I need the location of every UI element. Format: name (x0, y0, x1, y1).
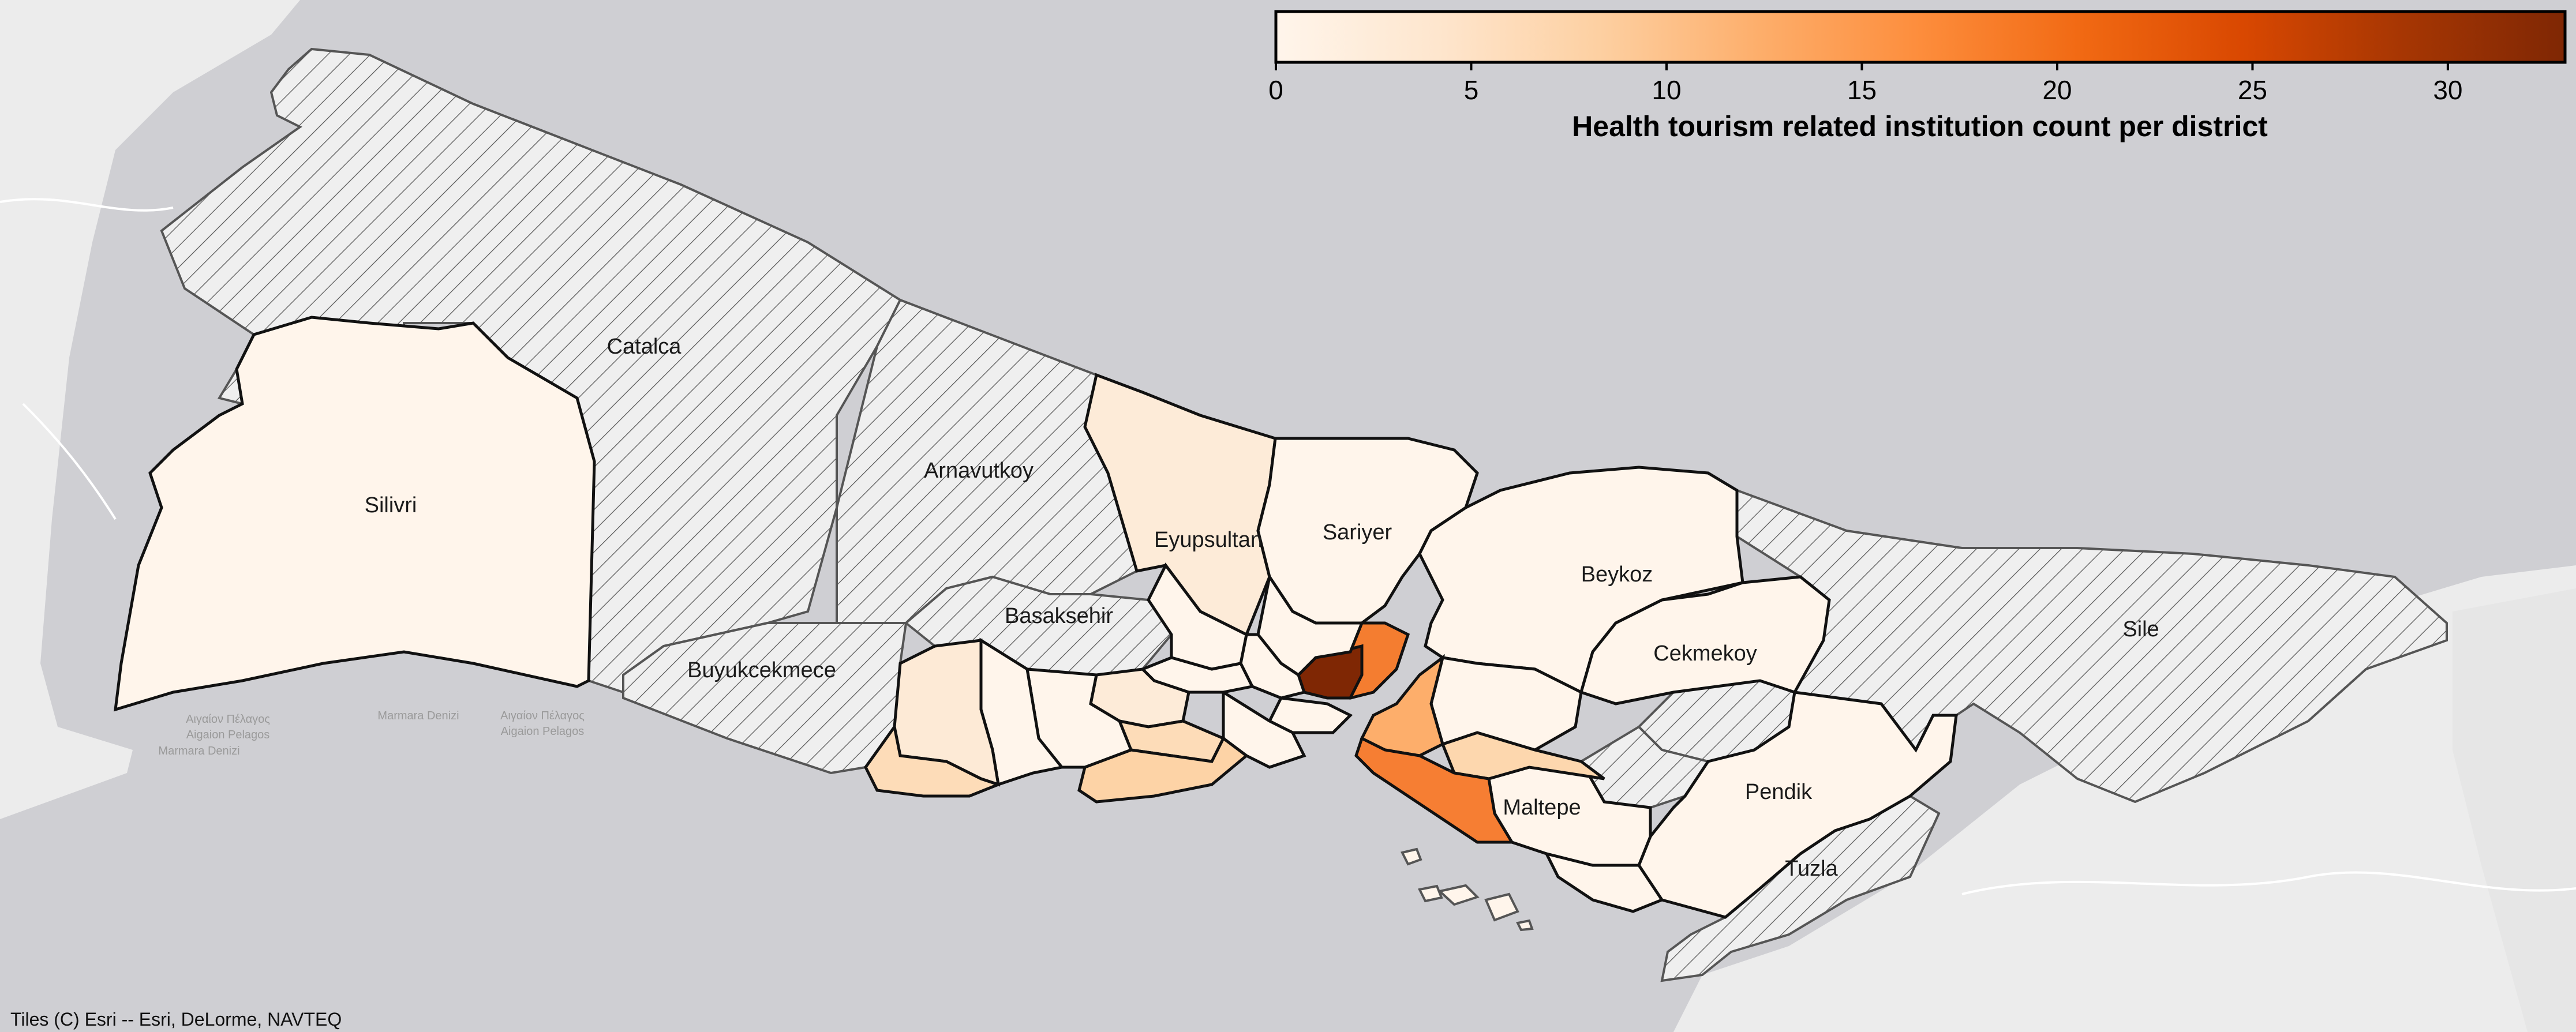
label-sile: Sile (2122, 617, 2159, 641)
island (1401, 847, 1422, 866)
label-basaksehir: Basaksehir (1005, 604, 1113, 628)
colorbar-tick-label: 20 (2042, 75, 2072, 105)
label-buyukcekmece: Buyukcekmece (687, 658, 836, 682)
basemap-label: Marmara Denizi (377, 710, 459, 722)
map-attribution: Tiles (C) Esri -- Esri, DeLorme, NAVTEQ (10, 1009, 342, 1030)
colorbar-tick-label: 0 (1268, 75, 1283, 105)
label-arnavutkoy: Arnavutkoy (924, 459, 1034, 483)
colorbar-tick-label: 10 (1652, 75, 1681, 105)
basemap-label: Αιγαίον Πέλαγος (186, 713, 270, 726)
colorbar-tick-label: 25 (2238, 75, 2267, 105)
basemap-land-west (0, 0, 300, 819)
label-eyupsultan: Eyupsultan (1154, 528, 1263, 552)
island (1437, 884, 1480, 906)
basemap-label: Aigaion Pelagos (501, 725, 585, 738)
district-sariyer (1256, 437, 1479, 625)
basemap-label: Aigaion Pelagos (186, 729, 270, 741)
label-maltepe: Maltepe (1503, 795, 1581, 820)
island (1484, 892, 1519, 922)
district-silivri (114, 316, 596, 712)
district-kadikoy (1354, 736, 1515, 844)
label-sariyer: Sariyer (1323, 520, 1392, 545)
district-beylikduzu (864, 723, 1003, 798)
colorbar-tick-label: 15 (1847, 75, 1877, 105)
label-silivri: Silivri (365, 493, 417, 517)
colorbar: 0 5 10 15 20 25 30 Health tourism related inst… (1268, 10, 2567, 142)
label-cekmekoy: Cekmekoy (1653, 641, 1757, 666)
colorbar-title: Health tourism related institution count… (1572, 110, 2268, 142)
district-eyupsultan (1083, 373, 1277, 637)
colorbar-gradient (1274, 10, 2567, 64)
basemap-land-east (2453, 588, 2576, 1032)
label-tuzla: Tuzla (1785, 857, 1838, 881)
basemap-label: Αιγαίον Πέλαγος (500, 710, 585, 722)
colorbar-tick-label: 5 (1464, 75, 1479, 105)
colorbar-tick-label: 30 (2433, 75, 2462, 105)
label-pendik: Pendik (1745, 780, 1813, 804)
district-cekmekoy (1579, 575, 1831, 705)
label-beykoz: Beykoz (1581, 562, 1653, 587)
island (1418, 884, 1443, 903)
colorbar-ticks: 0 5 10 15 20 25 30 (1268, 62, 2462, 105)
label-catalca: Catalca (607, 335, 682, 359)
basemap-label: Marmara Denizi (158, 745, 239, 757)
basemap-road (0, 198, 2576, 895)
island (1516, 919, 1534, 932)
district-kartal (1544, 851, 1664, 913)
